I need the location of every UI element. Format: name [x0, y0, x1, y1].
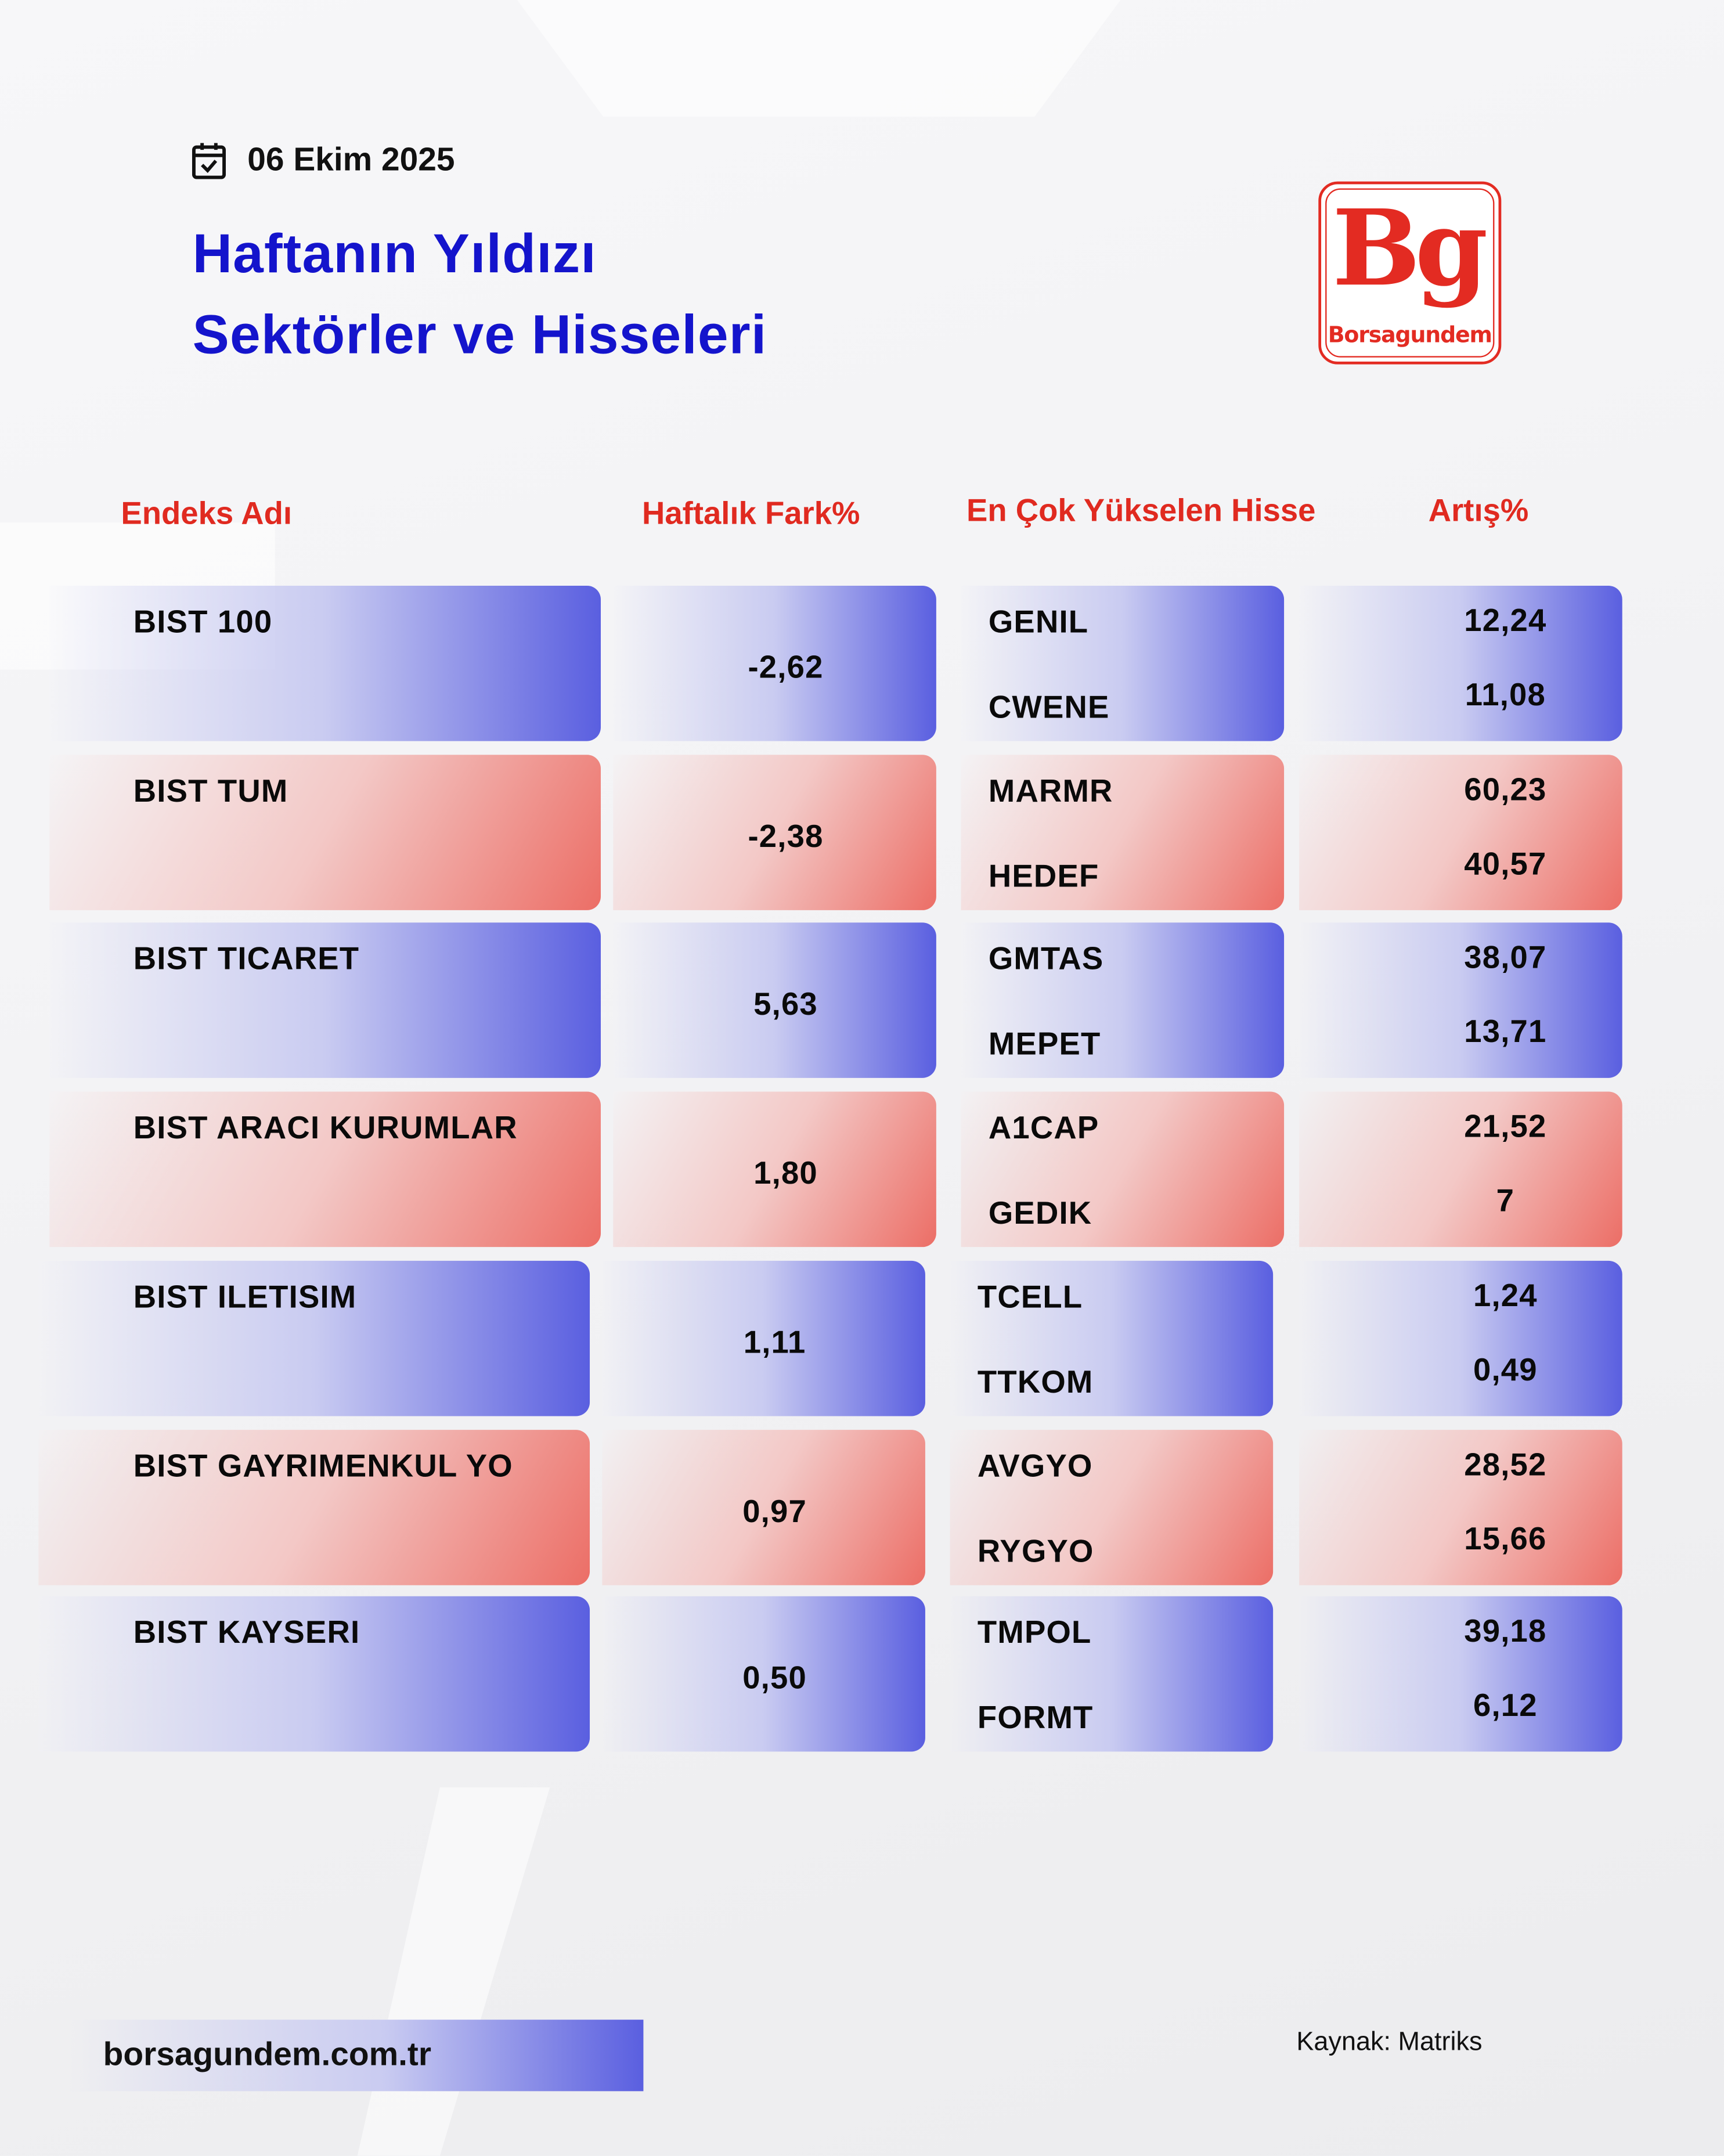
column-header-change: Haftalık Fark%	[642, 495, 860, 531]
stock-cell	[961, 922, 1285, 1078]
index-cell	[49, 585, 601, 741]
logo-name: Borsagundem	[1328, 322, 1492, 348]
increase-cell	[1299, 922, 1622, 1078]
stock-increase: 6,12	[1473, 1687, 1538, 1723]
change-cell	[613, 585, 936, 741]
logo-mark: Bg	[1332, 187, 1488, 309]
index-name: BIST ARACI KURUMLAR	[133, 1109, 518, 1145]
increase-cell	[1299, 1091, 1622, 1248]
calendar-check-icon	[192, 143, 226, 179]
stock-name: TMPOL	[977, 1614, 1092, 1650]
stock-name: RYGYO	[977, 1533, 1094, 1569]
stock-name: TCELL	[977, 1278, 1083, 1315]
index-cell	[38, 1596, 590, 1752]
stock-increase: 1,24	[1473, 1277, 1538, 1313]
stock-increase: 13,71	[1464, 1013, 1547, 1050]
stock-cell	[961, 585, 1285, 741]
stock-cell	[950, 1596, 1274, 1752]
index-name: BIST 100	[133, 603, 273, 640]
weekly-change: 5,63	[753, 986, 818, 1022]
stock-name: CWENE	[988, 688, 1110, 725]
stock-cell	[950, 1260, 1274, 1416]
index-name: BIST KAYSERI	[133, 1614, 360, 1650]
date: 06 Ekim 2025	[247, 141, 455, 179]
increase-cell	[1299, 1596, 1622, 1752]
stock-increase: 0,49	[1473, 1351, 1538, 1387]
weekly-change: 0,50	[742, 1659, 807, 1696]
index-name: BIST GAYRIMENKUL YO	[133, 1447, 513, 1484]
index-cell	[38, 1260, 590, 1416]
increase-cell	[1299, 755, 1622, 910]
stock-increase: 38,07	[1464, 939, 1547, 975]
stock-name: A1CAP	[988, 1109, 1099, 1145]
stock-increase: 21,52	[1464, 1108, 1547, 1144]
borsagundem-logo: Bg Borsagundem	[1318, 181, 1502, 365]
stock-increase: 40,57	[1464, 845, 1547, 882]
change-cell	[602, 1430, 925, 1585]
column-header-index: Endeks Adı	[121, 495, 293, 531]
change-cell	[613, 922, 936, 1078]
change-cell	[613, 755, 936, 910]
index-name: BIST TUM	[133, 773, 288, 809]
index-name: BIST TICARET	[133, 940, 360, 976]
stock-cell	[961, 1091, 1285, 1248]
change-cell	[602, 1596, 925, 1752]
change-cell	[613, 1091, 936, 1248]
stock-name: GEDIK	[988, 1195, 1092, 1231]
weekly-change: -2,62	[748, 648, 824, 685]
source-note: Kaynak: Matriks	[1296, 2028, 1483, 2057]
change-cell	[602, 1260, 925, 1416]
weekly-change: 1,11	[743, 1324, 806, 1360]
stock-increase: 11,08	[1465, 676, 1546, 712]
index-cell	[49, 922, 601, 1078]
weekly-change: 0,97	[742, 1493, 807, 1529]
background-shape	[517, 0, 1121, 117]
stock-name: GENIL	[988, 603, 1089, 640]
column-header-top-stock: En Çok Yükselen Hisse	[966, 492, 1316, 528]
footer-bar	[68, 2020, 644, 2092]
background-shape	[357, 1787, 550, 2156]
stock-name: AVGYO	[977, 1447, 1093, 1484]
stock-cell	[961, 755, 1285, 910]
stock-increase: 28,52	[1464, 1446, 1547, 1483]
website-link[interactable]: borsagundem.com.tr	[103, 2036, 431, 2074]
page-subtitle: Sektörler ve Hisseleri	[192, 305, 767, 366]
stock-increase: 39,18	[1464, 1613, 1547, 1649]
stock-increase: 60,23	[1464, 771, 1547, 807]
stock-cell	[950, 1430, 1274, 1585]
stock-increase: 15,66	[1464, 1520, 1547, 1557]
index-cell	[49, 755, 601, 910]
stock-name: GMTAS	[988, 940, 1104, 976]
stock-increase: 7	[1496, 1182, 1515, 1218]
stock-name: MEPET	[988, 1025, 1101, 1062]
stock-name: FORMT	[977, 1699, 1094, 1735]
stock-name: TTKOM	[977, 1364, 1094, 1400]
index-cell	[49, 1091, 601, 1248]
stock-name: MARMR	[988, 773, 1113, 809]
stock-increase: 12,24	[1464, 602, 1547, 638]
increase-cell	[1299, 585, 1622, 741]
increase-cell	[1299, 1260, 1622, 1416]
column-header-increase: Artış%	[1428, 492, 1529, 528]
increase-cell	[1299, 1430, 1622, 1585]
page-title: Haftanın Yıldızı	[192, 224, 597, 285]
index-cell	[38, 1430, 590, 1585]
weekly-change: -2,38	[748, 818, 824, 854]
weekly-change: 1,80	[753, 1155, 818, 1191]
index-name: BIST ILETISIM	[133, 1278, 357, 1315]
stock-name: HEDEF	[988, 857, 1099, 894]
